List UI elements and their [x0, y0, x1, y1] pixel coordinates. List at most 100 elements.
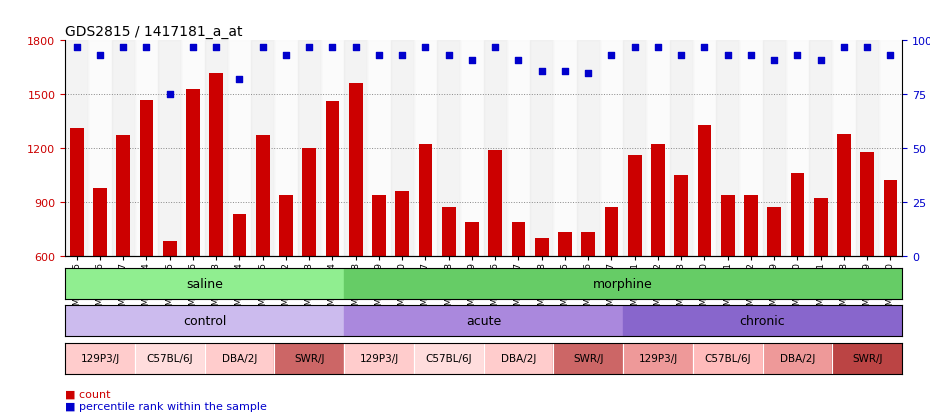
Bar [716, 41, 739, 256]
Point [604, 53, 618, 59]
Bar [879, 41, 902, 256]
Bar [321, 41, 344, 256]
Bar [693, 41, 716, 256]
Point [836, 45, 851, 51]
Bar [65, 41, 88, 256]
Bar [856, 41, 879, 256]
Text: acute: acute [466, 315, 501, 328]
Text: C57BL/6J: C57BL/6J [425, 353, 472, 363]
Bar [484, 41, 507, 256]
Point [813, 57, 828, 64]
Bar [209, 74, 223, 363]
Text: chronic: chronic [739, 315, 786, 328]
Point [534, 68, 549, 75]
Bar [442, 208, 456, 363]
Bar [391, 41, 414, 256]
Bar [116, 136, 130, 363]
Bar [70, 129, 84, 363]
Bar [553, 343, 623, 374]
Bar [93, 188, 107, 363]
Point [394, 53, 409, 59]
Point [859, 45, 874, 51]
Point [232, 77, 246, 83]
Bar [163, 242, 177, 363]
Point [790, 53, 804, 59]
Bar [698, 126, 711, 363]
Text: DBA/2J: DBA/2J [779, 353, 816, 363]
Bar [790, 174, 804, 363]
Bar [553, 41, 577, 256]
Bar [205, 41, 228, 256]
Bar [251, 41, 274, 256]
Bar [512, 222, 525, 363]
Bar [739, 41, 763, 256]
Point [883, 53, 897, 59]
Bar [814, 199, 828, 363]
Bar [158, 41, 181, 256]
Bar [530, 41, 553, 256]
Bar [65, 306, 344, 337]
Bar [232, 215, 246, 363]
Bar [326, 102, 339, 363]
Point [487, 45, 502, 51]
Bar [628, 156, 642, 363]
Bar [367, 41, 391, 256]
Text: C57BL/6J: C57BL/6J [704, 353, 751, 363]
Point [371, 53, 386, 59]
Bar [344, 343, 414, 374]
Bar [488, 150, 502, 363]
Bar [135, 343, 205, 374]
Bar [344, 41, 367, 256]
Point [697, 45, 711, 51]
Text: saline: saline [186, 278, 223, 290]
Text: DBA/2J: DBA/2J [500, 353, 537, 363]
Text: 129P3/J: 129P3/J [638, 353, 678, 363]
Point [185, 45, 200, 51]
Bar [256, 136, 270, 363]
Bar [88, 41, 112, 256]
Point [255, 45, 270, 51]
Bar [674, 176, 688, 363]
Bar [484, 343, 553, 374]
Text: SWR/J: SWR/J [573, 353, 604, 363]
Point [464, 57, 479, 64]
Text: 129P3/J: 129P3/J [80, 353, 120, 363]
Bar [577, 41, 600, 256]
Text: control: control [183, 315, 226, 328]
Text: C57BL/6J: C57BL/6J [146, 353, 193, 363]
Bar [302, 149, 316, 363]
Bar [414, 343, 484, 374]
Point [418, 45, 432, 51]
Bar [279, 195, 293, 363]
Bar [623, 306, 902, 337]
Text: 129P3/J: 129P3/J [359, 353, 399, 363]
Bar [837, 134, 851, 363]
Point [673, 53, 688, 59]
Bar [344, 306, 623, 337]
Point [511, 57, 525, 64]
Point [766, 57, 781, 64]
Point [557, 68, 572, 75]
Bar [763, 41, 786, 256]
Bar [646, 41, 670, 256]
Bar [349, 84, 363, 363]
Bar [298, 41, 321, 256]
Point [69, 45, 84, 51]
Bar [344, 268, 902, 299]
Bar [465, 222, 479, 363]
Bar [414, 41, 437, 256]
Point [325, 45, 339, 51]
Bar [884, 181, 897, 363]
Point [208, 45, 223, 51]
Bar [604, 208, 618, 363]
Bar [600, 41, 623, 256]
Point [278, 53, 293, 59]
Bar [786, 41, 809, 256]
Bar [186, 90, 200, 363]
Point [650, 45, 665, 51]
Bar [205, 343, 274, 374]
Text: ■ percentile rank within the sample: ■ percentile rank within the sample [65, 401, 267, 411]
Bar [372, 195, 386, 363]
Text: DBA/2J: DBA/2J [221, 353, 258, 363]
Bar [744, 195, 758, 363]
